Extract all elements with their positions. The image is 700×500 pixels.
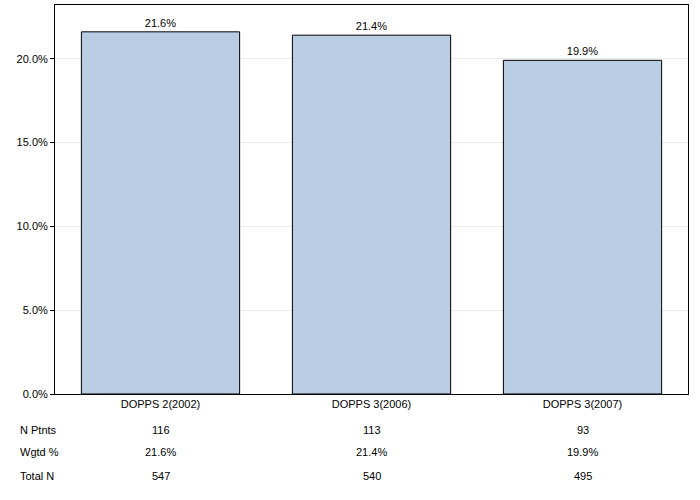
svg-text:540: 540	[363, 470, 381, 482]
svg-text:DOPPS 2(2002): DOPPS 2(2002)	[121, 398, 200, 410]
svg-text:113: 113	[363, 424, 381, 436]
svg-text:93: 93	[577, 424, 589, 436]
svg-text:15.0%: 15.0%	[17, 136, 48, 148]
svg-text:21.4%: 21.4%	[356, 20, 387, 32]
svg-text:19.9%: 19.9%	[567, 446, 598, 458]
svg-text:20.0%: 20.0%	[17, 53, 48, 65]
svg-text:Total N: Total N	[20, 470, 54, 482]
svg-text:N Ptnts: N Ptnts	[20, 424, 57, 436]
svg-text:DOPPS 3(2006): DOPPS 3(2006)	[332, 398, 411, 410]
svg-text:10.0%: 10.0%	[17, 220, 48, 232]
svg-text:495: 495	[574, 470, 592, 482]
svg-text:0.0%: 0.0%	[23, 388, 48, 400]
svg-text:DOPPS 3(2007): DOPPS 3(2007)	[543, 398, 622, 410]
svg-text:21.6%: 21.6%	[145, 446, 176, 458]
svg-text:Wgtd %: Wgtd %	[20, 446, 59, 458]
svg-text:21.6%: 21.6%	[145, 17, 176, 29]
svg-text:5.0%: 5.0%	[23, 304, 48, 316]
svg-text:547: 547	[152, 470, 170, 482]
svg-text:19.9%: 19.9%	[567, 45, 598, 57]
svg-text:116: 116	[152, 424, 170, 436]
svg-text:21.4%: 21.4%	[356, 446, 387, 458]
